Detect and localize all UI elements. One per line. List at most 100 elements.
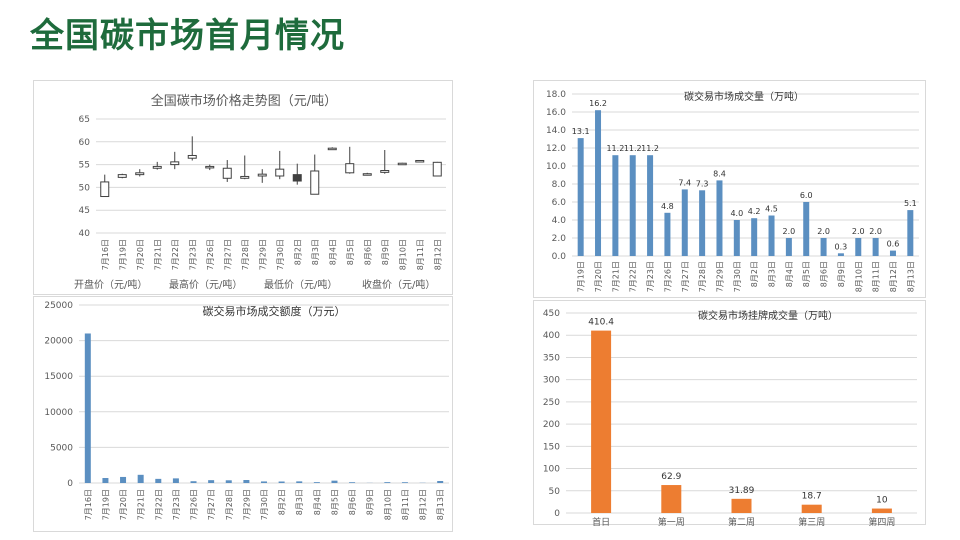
amount-ytick-4: 20000	[44, 337, 73, 347]
price-candle-2	[135, 172, 145, 176]
volume-bar-10	[751, 218, 758, 256]
volume-label-6: 7.4	[678, 178, 691, 187]
listing-ytick-5: 250	[543, 398, 560, 408]
amount-bar-20	[437, 481, 444, 483]
volume-label-12: 2.0	[783, 227, 796, 236]
price-candle-18	[415, 159, 425, 163]
amount-xtick-17: 8月10日	[383, 489, 392, 520]
listing-ytick-2: 100	[543, 465, 560, 475]
volume-xtick-8: 7月29日	[715, 261, 724, 292]
volume-label-2: 11.2	[606, 144, 624, 153]
amount-xtick-20: 8月13日	[436, 489, 445, 520]
volume-ytick-3: 6.0	[552, 198, 567, 208]
listing-label-0: 410.4	[588, 318, 614, 328]
price-xtick-3: 7月21日	[153, 239, 162, 270]
listing-bar-1	[661, 485, 682, 513]
listing-ytick-8: 400	[543, 331, 560, 341]
amount-bar-7	[208, 480, 215, 483]
volume-xtick-13: 8月5日	[802, 261, 811, 287]
volume-label-17: 2.0	[869, 227, 882, 236]
price-ytick-5: 65	[79, 115, 90, 125]
amount-xtick-18: 8月11日	[401, 489, 410, 520]
amount-xtick-12: 8月3日	[295, 489, 304, 515]
volume-bar-1	[595, 110, 602, 256]
volume-label-1: 16.2	[589, 99, 607, 108]
price-candle-9	[257, 173, 267, 177]
price-ytick-4: 60	[79, 138, 91, 148]
price-xtick-9: 7月29日	[258, 239, 267, 270]
amount-xtick-10: 7月30日	[260, 489, 269, 520]
amount-xtick-14: 8月5日	[330, 489, 339, 515]
price-xtick-19: 8月12日	[433, 239, 442, 270]
listing-xtick-1: 第一周	[658, 516, 685, 526]
amount-xtick-19: 8月12日	[419, 489, 428, 520]
volume-ytick-2: 4.0	[552, 216, 567, 226]
price-ytick-3: 55	[79, 161, 90, 171]
volume-label-19: 5.1	[904, 199, 917, 208]
price-candle-5	[187, 154, 197, 159]
price-legend-3: 收盘价（元/吨）	[362, 278, 435, 291]
volume-label-4: 11.2	[641, 144, 659, 153]
volume-label-3: 11.2	[624, 144, 642, 153]
volume-ytick-8: 16.0	[546, 108, 566, 118]
volume-chart-title: 碳交易市场成交量（万吨）	[684, 90, 804, 103]
listing-chart-title: 碳交易市场挂牌成交量（万吨）	[698, 309, 838, 322]
price-legend-1: 最高价（元/吨）	[169, 278, 242, 291]
volume-chart: 0.0 2.0 4.0 6.0 8.0 10.0 12.0 14.0 16.0 18.0 碳交易市场…	[546, 90, 919, 292]
volume-xtick-18: 8月12日	[889, 261, 898, 292]
price-xtick-8: 7月28日	[241, 239, 250, 270]
listing-label-3: 18.7	[802, 492, 822, 502]
price-candle-4	[170, 161, 180, 166]
price-ytick-2: 50	[79, 183, 91, 193]
price-xtick-14: 8月5日	[346, 239, 355, 265]
price-xtick-18: 8月11日	[416, 239, 425, 270]
volume-label-5: 4.8	[661, 202, 674, 211]
price-candle-16	[380, 170, 390, 173]
price-xtick-4: 7月22日	[171, 239, 180, 270]
volume-xtick-11: 8月3日	[768, 261, 777, 287]
amount-xtick-8: 7月28日	[225, 489, 234, 520]
price-xtick-12: 8月3日	[311, 239, 320, 265]
listing-ytick-1: 50	[549, 487, 561, 497]
amount-xtick-11: 8月2日	[278, 489, 287, 515]
price-xtick-0: 7月16日	[101, 239, 110, 270]
amount-xtick-5: 7月23日	[172, 489, 181, 520]
listing-bar-2	[731, 498, 752, 513]
amount-bar-8	[225, 480, 232, 483]
listing-ytick-0: 0	[554, 509, 560, 519]
volume-xtick-0: 7月19日	[577, 261, 586, 292]
price-xtick-6: 7月26日	[206, 239, 215, 270]
volume-ytick-4: 8.0	[552, 180, 567, 190]
volume-bar-15	[837, 253, 844, 256]
price-xtick-16: 8月9日	[381, 239, 390, 265]
volume-label-15: 0.3	[835, 242, 848, 251]
price-xtick-7: 7月27日	[223, 239, 232, 270]
amount-chart: 0 5000 10000 15000 20000 25000 碳交易市场成交额度（万元） 7月…	[44, 301, 449, 520]
amount-bar-11	[278, 481, 285, 483]
volume-ytick-1: 2.0	[552, 234, 567, 244]
amount-xtick-4: 7月22日	[154, 489, 163, 520]
price-legend-0: 开盘价（元/吨）	[74, 278, 147, 291]
volume-bar-14	[820, 238, 827, 256]
price-xtick-2: 7月20日	[136, 239, 145, 270]
volume-xtick-12: 8月4日	[785, 261, 794, 287]
amount-xtick-0: 7月16日	[84, 489, 93, 520]
amount-bar-5	[172, 478, 179, 483]
volume-bar-12	[785, 238, 792, 256]
listing-bar-4	[871, 508, 892, 513]
volume-bar-3	[629, 155, 636, 256]
amount-xtick-3: 7月21日	[137, 489, 146, 520]
amount-bar-1	[102, 478, 109, 483]
volume-label-16: 2.0	[852, 227, 865, 236]
volume-ytick-9: 18.0	[546, 90, 566, 100]
price-ytick-0: 40	[79, 229, 91, 239]
amount-xtick-15: 8月6日	[348, 489, 357, 515]
amount-xtick-13: 8月4日	[313, 489, 322, 515]
listing-volume-chart-panel: 0 50 100 150 200 250 300 350 400 450 碳交易市场挂牌成交量（万吨…	[533, 300, 926, 526]
volume-label-14: 2.0	[817, 227, 830, 236]
listing-label-1: 62.9	[661, 472, 681, 482]
volume-ytick-5: 10.0	[546, 162, 566, 172]
volume-chart-panel: 0.0 2.0 4.0 6.0 8.0 10.0 12.0 14.0 16.0 18.0 碳交易市场…	[533, 80, 926, 298]
amount-bar-0	[84, 333, 91, 483]
amount-bar-17	[384, 482, 391, 483]
